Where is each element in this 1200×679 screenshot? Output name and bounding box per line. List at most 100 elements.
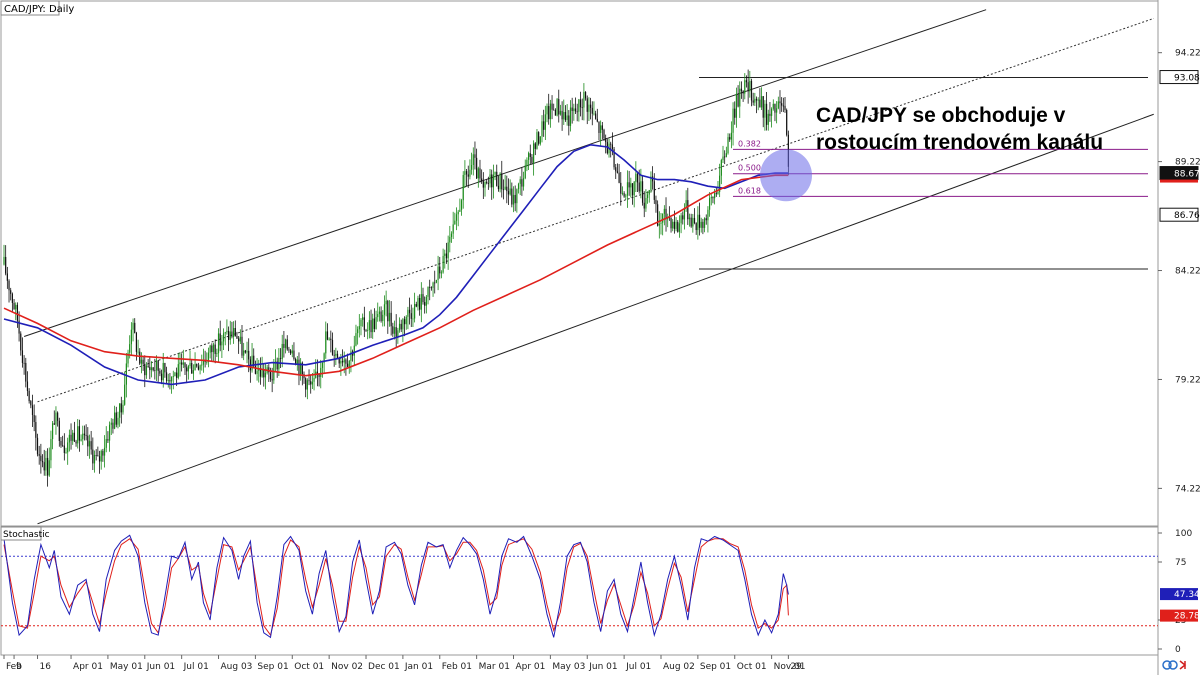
candle — [65, 447, 67, 454]
candle — [591, 101, 593, 126]
candle — [417, 295, 419, 311]
candle — [628, 170, 630, 196]
candle — [501, 160, 503, 198]
candle — [323, 352, 325, 374]
candle — [506, 175, 508, 204]
candle — [486, 179, 488, 185]
candle — [521, 167, 523, 196]
candle — [660, 212, 662, 235]
candle — [469, 159, 471, 180]
candle — [244, 349, 246, 354]
candle — [149, 356, 151, 380]
candle — [481, 169, 483, 184]
candle — [398, 317, 401, 333]
candle — [41, 454, 44, 468]
candle — [477, 166, 479, 188]
candle — [511, 182, 513, 208]
time-tick-label: 16 — [40, 662, 52, 672]
candle — [186, 364, 188, 384]
red-moving-average — [3, 174, 789, 377]
candle — [581, 98, 583, 121]
candle — [476, 148, 478, 180]
candle — [58, 417, 60, 447]
candle — [752, 92, 754, 106]
candle — [296, 356, 298, 371]
candle — [378, 306, 381, 322]
candle — [502, 179, 505, 200]
candle — [373, 308, 375, 333]
candle — [737, 85, 739, 108]
candle — [154, 358, 156, 380]
candle — [482, 172, 484, 199]
candle — [370, 309, 372, 339]
candle — [603, 128, 605, 141]
time-tick-label: 9 — [16, 662, 22, 672]
candle — [519, 176, 521, 196]
candle — [514, 185, 516, 212]
time-tick-label: Jul 01 — [625, 662, 651, 672]
candle — [214, 339, 216, 364]
candle — [159, 368, 161, 377]
candle — [194, 352, 196, 371]
fib-level-label: 0.618 — [738, 186, 761, 195]
candle — [544, 105, 546, 141]
candle — [460, 198, 463, 216]
candle — [643, 191, 645, 218]
candle — [233, 321, 235, 344]
candle — [45, 450, 47, 476]
candle — [30, 400, 32, 409]
candle — [219, 320, 221, 352]
candle — [429, 279, 431, 301]
candle — [246, 341, 248, 364]
candle — [427, 286, 429, 305]
time-tick-label: May 03 — [552, 662, 585, 672]
candle — [83, 425, 86, 441]
candle — [328, 337, 330, 341]
candle — [150, 361, 153, 378]
candle — [786, 108, 788, 137]
candle — [360, 318, 362, 336]
candle — [517, 182, 520, 194]
candle — [269, 367, 272, 382]
candle — [21, 337, 24, 368]
candle — [724, 150, 726, 165]
candle — [526, 157, 528, 172]
candle — [719, 163, 721, 198]
candle — [509, 179, 511, 196]
price-badge-label: 93.086 — [1174, 74, 1200, 84]
candle — [279, 348, 282, 369]
candle — [588, 97, 590, 121]
candle — [590, 97, 592, 120]
candle — [15, 302, 17, 321]
candle — [569, 100, 572, 132]
candle — [298, 352, 300, 386]
candle — [308, 369, 310, 386]
candle — [284, 338, 287, 354]
candle — [774, 103, 776, 122]
time-tick-label: Jan 01 — [404, 662, 433, 672]
candle — [33, 404, 35, 432]
candle — [160, 369, 163, 385]
link-icon[interactable] — [1162, 660, 1178, 670]
candle — [390, 301, 392, 336]
collapse-arrow-icon[interactable] — [1179, 660, 1187, 670]
candle — [650, 171, 652, 193]
candle — [698, 202, 701, 236]
candle — [722, 145, 724, 164]
candle — [331, 332, 334, 356]
price-tick-label: 89.227 — [1175, 158, 1200, 168]
candle — [222, 328, 225, 350]
candle — [293, 342, 295, 361]
candle — [596, 108, 598, 123]
candle — [261, 356, 263, 378]
candle — [745, 75, 748, 88]
annotation-line-1: CAD/JPY se obchoduje v — [816, 104, 1066, 127]
candle — [735, 87, 738, 128]
candle — [211, 343, 213, 362]
candle — [181, 353, 183, 372]
candle — [499, 172, 501, 193]
candle — [165, 366, 168, 385]
candle — [97, 446, 99, 457]
candle — [633, 180, 635, 208]
